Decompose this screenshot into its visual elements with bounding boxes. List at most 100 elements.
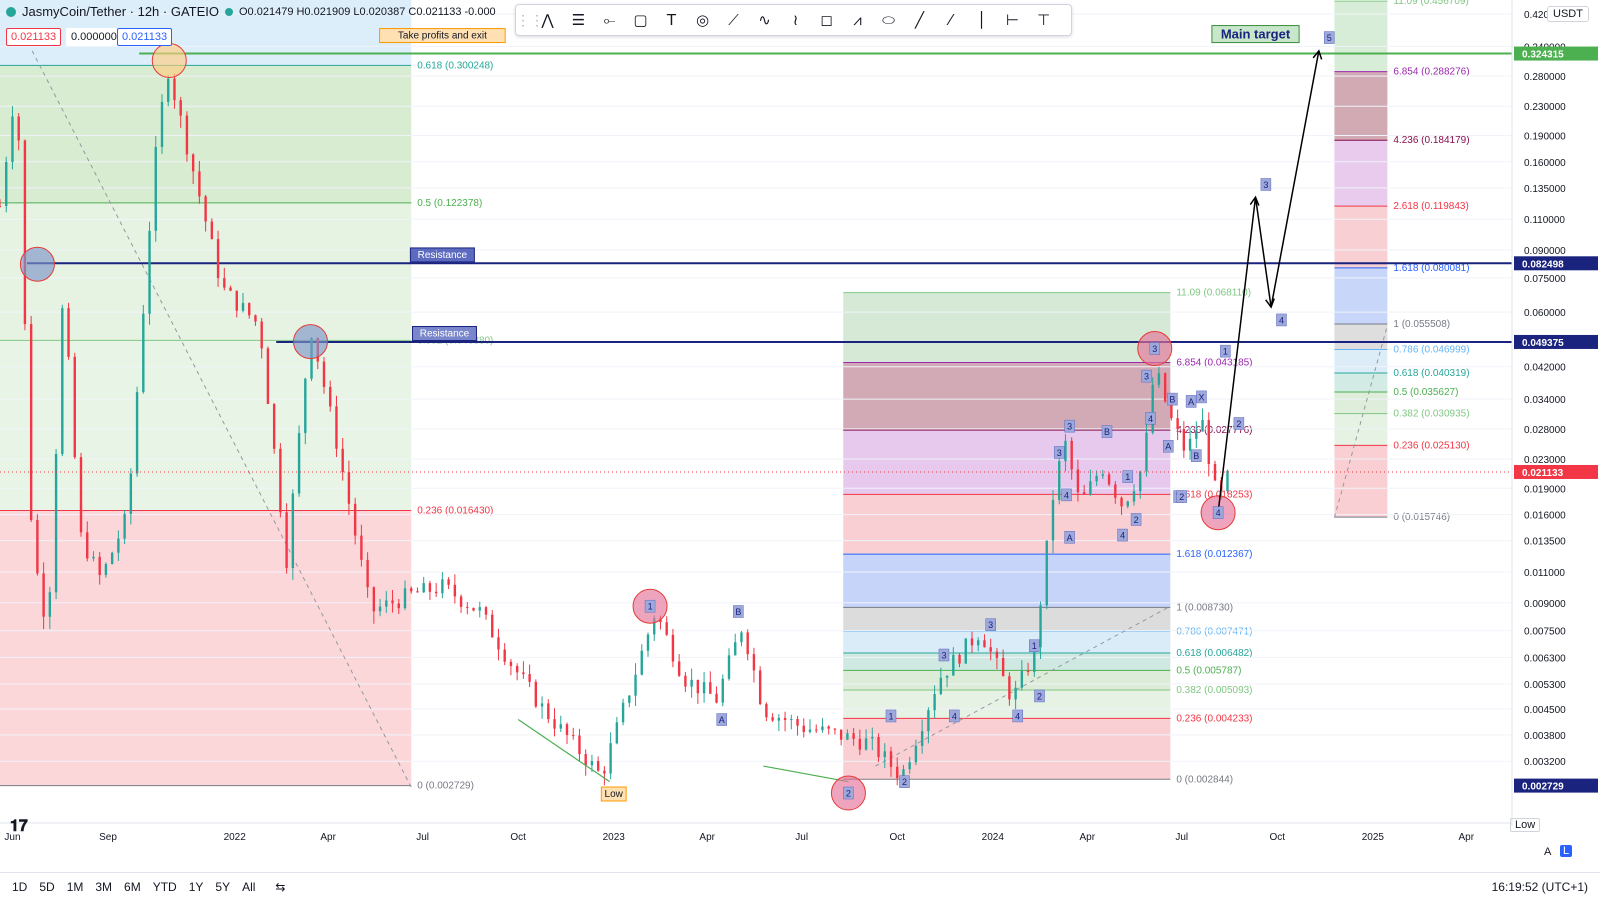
abcde-pattern-icon[interactable]: ⩘ xyxy=(853,11,862,29)
currency-selector[interactable]: USDT xyxy=(1547,6,1589,22)
candle-body xyxy=(777,717,781,721)
candle-body xyxy=(360,535,363,560)
fib-zone xyxy=(1334,140,1388,207)
date-range-picker-icon[interactable]: ⇆ xyxy=(275,880,286,894)
fib-zone xyxy=(0,510,412,786)
scale-low-toggle[interactable]: Low xyxy=(1510,818,1541,832)
candle-body xyxy=(790,719,793,721)
wave-label-box xyxy=(1167,392,1178,406)
price-axis-tick: 0.190000 xyxy=(1524,131,1566,142)
candle-body xyxy=(179,100,182,116)
price-axis-tick: 0.005300 xyxy=(1524,680,1566,691)
candle-body xyxy=(1039,605,1042,648)
candle-body xyxy=(79,457,83,533)
time-axis-tick: Jul xyxy=(416,832,429,843)
horizontal-ray-icon[interactable]: ⟜ xyxy=(603,11,616,29)
wave-label-box xyxy=(1276,313,1287,327)
range-1m[interactable]: 1M xyxy=(66,880,84,894)
candle-body xyxy=(484,607,488,615)
trendline-icon[interactable]: ⟋ xyxy=(728,11,739,29)
range-1y[interactable]: 1Y xyxy=(188,880,204,894)
wave-label-box xyxy=(843,786,854,800)
fib-zone xyxy=(843,292,1171,363)
candle-body xyxy=(970,638,974,646)
candle-body xyxy=(1139,471,1142,492)
symbol-title[interactable]: JasmyCoin/Tether · 12h · GATEIO xyxy=(22,4,219,19)
fib-zone xyxy=(843,690,1171,719)
text-icon[interactable]: T xyxy=(666,11,677,29)
range-6m[interactable]: 6M xyxy=(124,880,141,894)
wave-label: 4 xyxy=(1148,414,1153,424)
wxyz-pattern-icon[interactable]: ∿ xyxy=(758,11,771,29)
abc-pattern-icon[interactable]: ⋀ xyxy=(541,11,554,29)
candle-body xyxy=(752,654,756,671)
candle-body xyxy=(553,719,556,729)
wave-label: 2 xyxy=(1134,515,1139,525)
parallel-lines-icon[interactable]: ☰ xyxy=(571,11,586,29)
sell-price-badge[interactable]: 0.021133 xyxy=(6,28,62,46)
clock-timezone[interactable]: 16:19:52 (UTC+1) xyxy=(1491,880,1588,894)
candle-body xyxy=(1120,497,1123,507)
projection-arrowhead xyxy=(1312,49,1323,60)
fib-level-label: 6.854 (0.043185) xyxy=(1176,357,1252,368)
buy-price-badge[interactable]: 0.021133 xyxy=(117,28,173,46)
candle-body xyxy=(347,472,351,504)
candle-body xyxy=(927,710,930,732)
projection-arrowhead xyxy=(1249,195,1260,206)
range-1d[interactable]: 1D xyxy=(12,880,28,894)
fib-zone xyxy=(843,653,1171,671)
fib-level-label: 0 (0.002844) xyxy=(1176,774,1233,785)
dashed-trendline xyxy=(31,50,412,788)
candle-body xyxy=(920,731,924,746)
date-range-icon[interactable]: ⊢ xyxy=(1005,11,1020,29)
multi-point-line-icon[interactable]: ⁄ xyxy=(949,11,952,29)
price-axis-tick: 0.042000 xyxy=(1524,363,1566,374)
auto-scale-button[interactable]: A xyxy=(1544,846,1552,858)
fib-level-label: 0.786 (0.007471) xyxy=(1176,626,1252,637)
candle-body xyxy=(1207,419,1210,464)
range-ytd[interactable]: YTD xyxy=(152,880,177,894)
candle-body xyxy=(721,678,724,703)
drag-handle-icon[interactable]: ⋮⋮ xyxy=(516,11,544,28)
wave-label: 4 xyxy=(1064,490,1069,500)
candle-body xyxy=(1008,676,1011,700)
candle-body xyxy=(908,762,911,770)
wave-label-box xyxy=(1122,470,1134,483)
candle-body xyxy=(104,563,108,576)
circle-icon[interactable]: ◎ xyxy=(695,11,710,29)
ellipse-icon[interactable]: ⬭ xyxy=(882,11,895,29)
time-axis-tick: 2024 xyxy=(982,832,1005,843)
wave-label-box xyxy=(1061,488,1072,502)
callout-icon[interactable]: ◻ xyxy=(820,11,833,29)
range-3m[interactable]: 3M xyxy=(95,880,113,894)
time-axis-tick: 2022 xyxy=(224,832,247,843)
candle-body xyxy=(1070,440,1073,470)
candle-body xyxy=(391,600,394,604)
candle-body xyxy=(709,682,712,694)
candle-body xyxy=(1188,438,1192,451)
candle-body xyxy=(671,634,675,662)
vertical-line-icon[interactable]: │ xyxy=(976,11,987,29)
candle-body xyxy=(1126,501,1129,507)
candle-body xyxy=(983,640,986,648)
candle-body xyxy=(54,454,58,593)
time-axis-tick: Jul xyxy=(1175,832,1188,843)
elliott-wave-icon[interactable]: ≀ xyxy=(792,11,799,29)
range-all[interactable]: All xyxy=(242,880,256,894)
candle-body xyxy=(11,116,14,162)
annotation-label: Resistance xyxy=(418,250,468,261)
candle-body xyxy=(42,573,45,617)
range-5d[interactable]: 5D xyxy=(39,880,55,894)
candle-body xyxy=(160,101,164,147)
line-icon[interactable]: ╱ xyxy=(914,11,925,29)
candle-body xyxy=(815,729,818,731)
range-5y[interactable]: 5Y xyxy=(215,880,231,894)
time-axis-tick: Apr xyxy=(699,832,715,843)
log-scale-button[interactable]: L xyxy=(1560,845,1573,857)
time-axis-tick: Jun xyxy=(4,832,20,843)
fib-zone xyxy=(843,718,1171,780)
price-range-icon[interactable]: ⊤ xyxy=(1036,11,1051,29)
rectangle-icon[interactable]: ▢ xyxy=(633,11,648,29)
candle-body xyxy=(1157,373,1161,385)
